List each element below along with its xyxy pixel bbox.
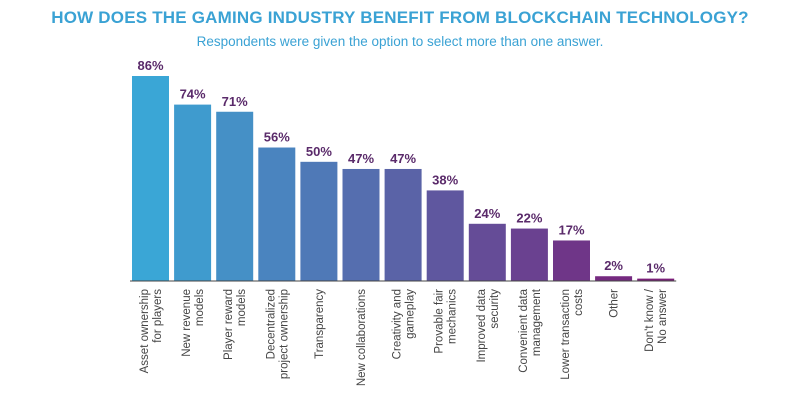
category-label-3: Decentralizedproject ownership xyxy=(265,289,290,379)
category-label-line: Other xyxy=(609,289,621,318)
category-label-line: models xyxy=(194,289,206,326)
bar-3 xyxy=(258,147,296,281)
value-label-7: 38% xyxy=(432,172,458,187)
value-label-2: 71% xyxy=(222,94,248,109)
category-label-line: gameplay xyxy=(405,289,417,339)
category-label-line: Player reward xyxy=(223,289,235,360)
bar-0 xyxy=(132,76,169,281)
value-label-12: 1% xyxy=(646,261,665,276)
category-label-0: Asset ownershipfor players xyxy=(139,289,164,374)
bar-2 xyxy=(216,111,254,281)
category-label-10: Lower transactioncosts xyxy=(560,289,585,380)
bar-7 xyxy=(426,190,464,281)
category-label-line: mechanics xyxy=(447,289,459,344)
value-label-3: 56% xyxy=(264,130,290,145)
bar-4 xyxy=(300,161,338,281)
category-label-9: Convenient datamanagement xyxy=(518,288,543,373)
bar-10 xyxy=(553,240,590,281)
bar-1 xyxy=(174,104,212,282)
category-label-line: Lower transaction xyxy=(560,289,572,380)
category-label-5: New collaborations xyxy=(356,289,368,386)
category-label-1: New revenuemodels xyxy=(181,289,206,357)
bar-11 xyxy=(595,276,633,281)
category-label-line: Don't know / xyxy=(644,288,656,352)
category-label-line: costs xyxy=(573,289,585,316)
value-label-11: 2% xyxy=(604,258,623,273)
bar-8 xyxy=(468,223,506,281)
category-label-line: for players xyxy=(152,289,164,343)
bar-6 xyxy=(384,168,422,281)
bar-9 xyxy=(510,228,548,281)
value-label-4: 50% xyxy=(306,144,332,159)
category-label-12: Don't know /No answer xyxy=(644,288,669,352)
category-label-11: Other xyxy=(609,289,621,318)
value-label-8: 24% xyxy=(474,206,500,221)
category-label-line: New collaborations xyxy=(356,289,368,386)
category-label-2: Player rewardmodels xyxy=(223,289,248,360)
category-label-line: New revenue xyxy=(181,289,193,357)
category-label-8: Improved datasecurity xyxy=(476,288,501,362)
category-label-line: No answer xyxy=(657,289,669,344)
value-label-1: 74% xyxy=(180,87,206,102)
category-label-line: management xyxy=(531,288,543,356)
category-label-line: Provable fair xyxy=(434,289,446,354)
category-label-7: Provable fairmechanics xyxy=(434,289,459,354)
category-label-line: Decentralized xyxy=(265,289,277,359)
value-label-9: 22% xyxy=(516,211,542,226)
category-label-line: project ownership xyxy=(278,289,290,379)
chart-subtitle: Respondents were given the option to sel… xyxy=(196,34,604,49)
value-label-10: 17% xyxy=(558,222,584,237)
category-label-line: Creativity and xyxy=(392,289,404,359)
category-label-line: Convenient data xyxy=(518,288,530,372)
value-label-6: 47% xyxy=(390,151,416,166)
category-label-line: Transparency xyxy=(314,289,326,359)
value-label-5: 47% xyxy=(348,151,374,166)
category-label-6: Creativity andgameplay xyxy=(392,289,417,360)
value-label-0: 86% xyxy=(137,58,163,73)
category-label-line: Improved data xyxy=(476,288,488,362)
category-label-4: Transparency xyxy=(314,289,326,359)
chart-title: HOW DOES THE GAMING INDUSTRY BENEFIT FRO… xyxy=(51,8,749,27)
category-label-line: models xyxy=(236,289,248,326)
category-label-line: security xyxy=(489,289,501,329)
category-label-line: Asset ownership xyxy=(139,289,151,373)
bar-12 xyxy=(637,278,675,281)
bar-5 xyxy=(342,168,380,281)
